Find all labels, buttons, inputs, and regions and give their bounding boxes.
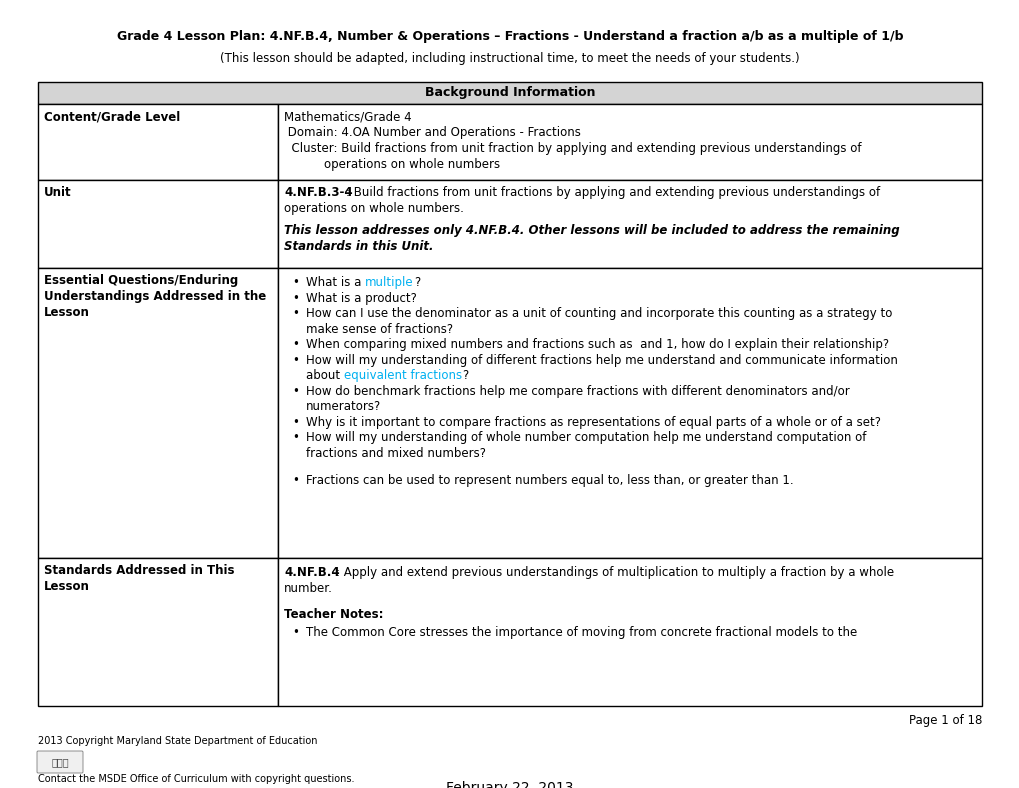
Text: ?: ?: [414, 276, 420, 289]
Text: number.: number.: [283, 582, 332, 595]
Bar: [38, 180, 278, 268]
Text: Understandings Addressed in the: Understandings Addressed in the: [44, 290, 266, 303]
Text: operations on whole numbers.: operations on whole numbers.: [283, 202, 464, 215]
Text: Fractions can be used to represent numbers equal to, less than, or greater than : Fractions can be used to represent numbe…: [306, 474, 793, 488]
Text: ?: ?: [462, 369, 468, 382]
Bar: [38, 104, 278, 180]
Text: •: •: [291, 415, 299, 429]
Text: What is a: What is a: [306, 276, 365, 289]
Text: •: •: [291, 307, 299, 320]
Text: about: about: [306, 369, 343, 382]
Text: This lesson addresses only 4.NF.B.4. Other lessons will be included to address t: This lesson addresses only 4.NF.B.4. Oth…: [283, 224, 899, 237]
Text: •: •: [291, 354, 299, 366]
Text: make sense of fractions?: make sense of fractions?: [306, 322, 452, 336]
Text: Mathematics/Grade 4: Mathematics/Grade 4: [283, 110, 412, 123]
Text: equivalent fractions: equivalent fractions: [343, 369, 462, 382]
Text: 4.NF.B.4: 4.NF.B.4: [283, 566, 339, 579]
Text: •: •: [291, 276, 299, 289]
Text: : Build fractions from unit fractions by applying and extending previous underst: : Build fractions from unit fractions by…: [345, 186, 879, 199]
Text: Cluster: Build fractions from unit fraction by applying and extending previous u: Cluster: Build fractions from unit fract…: [283, 142, 861, 155]
Text: •: •: [291, 474, 299, 488]
Bar: [38, 558, 278, 706]
Text: Page 1 of 18: Page 1 of 18: [908, 714, 981, 727]
Text: Background Information: Background Information: [424, 86, 595, 99]
Text: Essential Questions/Enduring: Essential Questions/Enduring: [44, 274, 238, 287]
Text: Grade 4 Lesson Plan: 4.NF.B.4, Number & Operations – Fractions - Understand a fr: Grade 4 Lesson Plan: 4.NF.B.4, Number & …: [116, 30, 903, 43]
Text: Standards in this Unit.: Standards in this Unit.: [283, 240, 433, 253]
Text: How can I use the denominator as a unit of counting and incorporate this countin: How can I use the denominator as a unit …: [306, 307, 892, 320]
Text: fractions and mixed numbers?: fractions and mixed numbers?: [306, 447, 485, 459]
Text: Lesson: Lesson: [44, 306, 90, 319]
Bar: [38, 82, 981, 104]
Bar: [278, 268, 981, 558]
Text: numerators?: numerators?: [306, 400, 381, 413]
Text: Domain: 4.OA Number and Operations - Fractions: Domain: 4.OA Number and Operations - Fra…: [283, 126, 580, 139]
Text: ⒸⓈⓂ: ⒸⓈⓂ: [51, 757, 68, 767]
Text: February 22, 2013: February 22, 2013: [446, 781, 574, 788]
Bar: [38, 268, 278, 558]
Text: 4.NF.B.3-4: 4.NF.B.3-4: [283, 186, 353, 199]
Text: : Apply and extend previous understandings of multiplication to multiply a fract: : Apply and extend previous understandin…: [335, 566, 894, 579]
Text: Unit: Unit: [44, 186, 71, 199]
Text: How will my understanding of different fractions help me understand and communic: How will my understanding of different f…: [306, 354, 897, 366]
Text: •: •: [291, 431, 299, 444]
Text: multiple: multiple: [365, 276, 414, 289]
Text: When comparing mixed numbers and fractions such as  and 1, how do I explain thei: When comparing mixed numbers and fractio…: [306, 338, 889, 351]
Text: •: •: [291, 385, 299, 397]
Text: The Common Core stresses the importance of moving from concrete fractional model: The Common Core stresses the importance …: [306, 626, 856, 639]
Text: How will my understanding of whole number computation help me understand computa: How will my understanding of whole numbe…: [306, 431, 865, 444]
Text: Content/Grade Level: Content/Grade Level: [44, 110, 180, 123]
Text: Why is it important to compare fractions as representations of equal parts of a : Why is it important to compare fractions…: [306, 415, 880, 429]
Text: •: •: [291, 338, 299, 351]
Text: How do benchmark fractions help me compare fractions with different denominators: How do benchmark fractions help me compa…: [306, 385, 849, 397]
Text: Teacher Notes:: Teacher Notes:: [283, 608, 383, 621]
Text: Standards Addressed in This: Standards Addressed in This: [44, 564, 234, 577]
Text: What is a product?: What is a product?: [306, 292, 417, 304]
Text: •: •: [291, 292, 299, 304]
FancyBboxPatch shape: [37, 751, 83, 773]
Bar: [278, 180, 981, 268]
Text: operations on whole numbers: operations on whole numbers: [324, 158, 499, 171]
Text: •: •: [291, 626, 299, 639]
Text: Lesson: Lesson: [44, 580, 90, 593]
Text: 2013 Copyright Maryland State Department of Education: 2013 Copyright Maryland State Department…: [38, 736, 317, 746]
Text: (This lesson should be adapted, including instructional time, to meet the needs : (This lesson should be adapted, includin…: [220, 52, 799, 65]
Bar: [278, 558, 981, 706]
Text: Contact the MSDE Office of Curriculum with copyright questions.: Contact the MSDE Office of Curriculum wi…: [38, 774, 355, 784]
Bar: [278, 104, 981, 180]
